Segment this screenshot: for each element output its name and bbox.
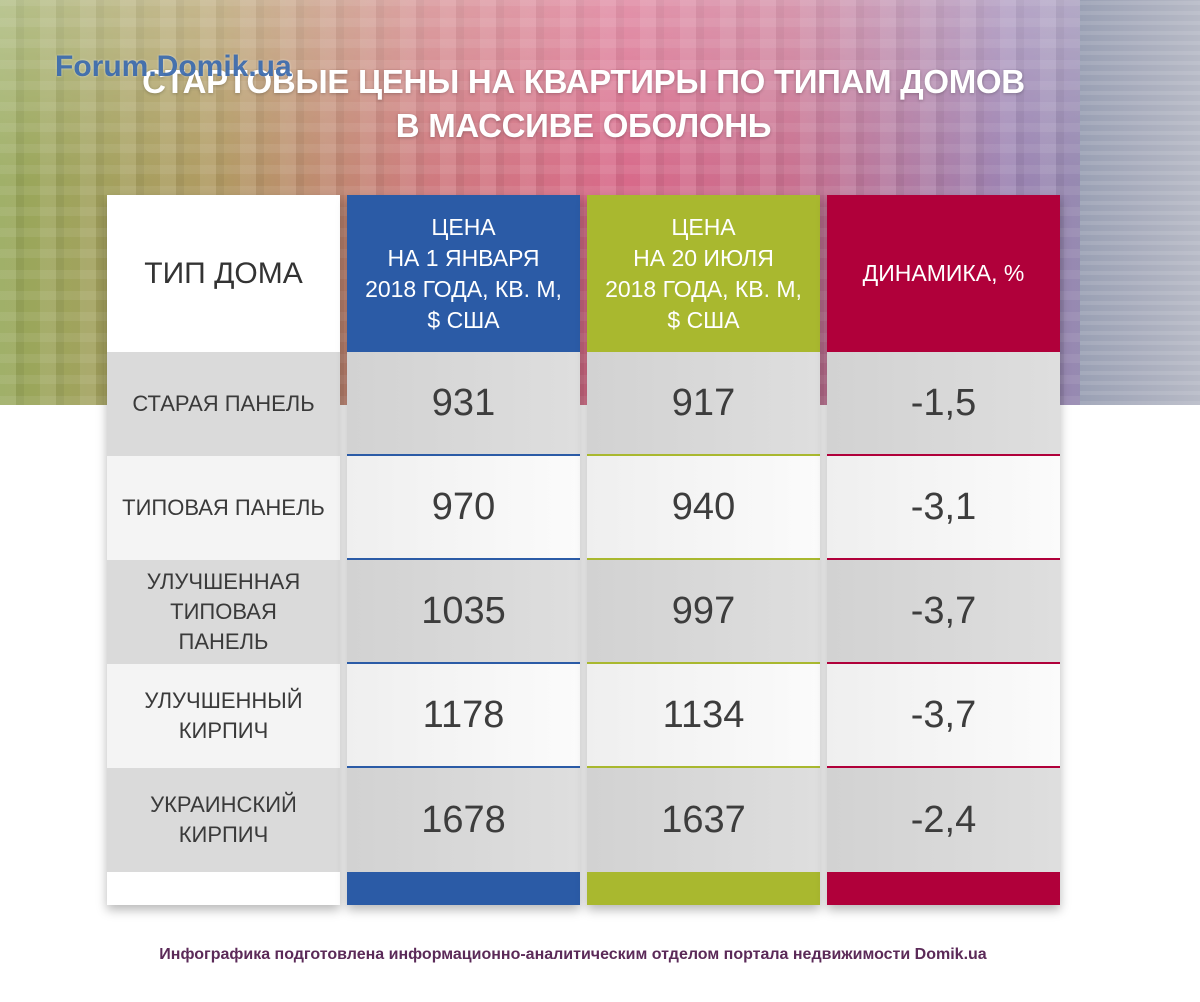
row-label-line: ПАНЕЛЬ xyxy=(178,629,269,654)
row-label: УЛУЧШЕННЫЙ КИРПИЧ xyxy=(144,686,302,746)
row-label-cell: ТИПОВАЯ ПАНЕЛЬ xyxy=(107,456,340,560)
price-jan-cell: 970 xyxy=(347,456,580,560)
column-footer-bar xyxy=(347,872,580,905)
dynamics-value: -1,5 xyxy=(910,382,977,424)
header-text: ЦЕНА НА 20 ИЮЛЯ 2018 ГОДА, КВ. М, $ США xyxy=(605,212,802,336)
row-label-line: ТИПОВАЯ xyxy=(170,599,277,624)
dynamics-value: -3,7 xyxy=(910,694,977,736)
header-price-jan: ЦЕНА НА 1 ЯНВАРЯ 2018 ГОДА, КВ. М, $ США xyxy=(347,195,580,352)
watermark: Forum.Domik.ua xyxy=(55,50,292,83)
price-jul-value: 940 xyxy=(671,486,736,528)
price-jul-cell: 940 xyxy=(587,456,820,560)
footer-credit: Инфографика подготовлена информационно-а… xyxy=(159,946,987,963)
dynamics-cell: -3,7 xyxy=(827,560,1060,664)
row-label-line: УКРАИНСКИЙ xyxy=(150,792,297,817)
row-label-line: УЛУЧШЕННАЯ xyxy=(146,569,301,594)
column-price-jan: ЦЕНА НА 1 ЯНВАРЯ 2018 ГОДА, КВ. М, $ США… xyxy=(347,195,580,905)
background-building xyxy=(1080,0,1200,405)
header-line: ЦЕНА xyxy=(431,213,496,240)
row-label: УЛУЧШЕННАЯ ТИПОВАЯ ПАНЕЛЬ xyxy=(147,567,301,657)
row-label-line: КИРПИЧ xyxy=(178,718,269,743)
dynamics-cell: -2,4 xyxy=(827,768,1060,872)
header-line: НА 1 ЯНВАРЯ xyxy=(387,244,540,271)
dynamics-cell: -3,7 xyxy=(827,664,1060,768)
header-line: 2018 ГОДА, КВ. М, xyxy=(365,275,562,302)
price-jul-value: 917 xyxy=(671,382,736,424)
title-line-1: СТАРТОВЫЕ ЦЕНЫ НА КВАРТИРЫ ПО ТИПАМ ДОМО… xyxy=(142,63,1025,100)
row-label: УКРАИНСКИЙ КИРПИЧ xyxy=(150,790,297,850)
title: СТАРТОВЫЕ ЦЕНЫ НА КВАРТИРЫ ПО ТИПАМ ДОМО… xyxy=(107,60,1060,148)
header-text: ЦЕНА НА 1 ЯНВАРЯ 2018 ГОДА, КВ. М, $ США xyxy=(365,212,562,336)
row-label-cell: УКРАИНСКИЙ КИРПИЧ xyxy=(107,768,340,872)
header-line: $ США xyxy=(427,306,500,333)
header-line: 2018 ГОДА, КВ. М, xyxy=(605,275,802,302)
price-jan-cell: 1678 xyxy=(347,768,580,872)
header-line: НА 20 ИЮЛЯ xyxy=(633,244,774,271)
row-label: ТИПОВАЯ ПАНЕЛЬ xyxy=(122,493,325,523)
column-footer-bar xyxy=(107,872,340,905)
title-line-2: В МАССИВЕ ОБОЛОНЬ xyxy=(395,107,772,144)
price-jul-value: 1637 xyxy=(661,799,746,841)
dynamics-cell: -3,1 xyxy=(827,456,1060,560)
price-jul-cell: 997 xyxy=(587,560,820,664)
header-line: ТИП ДОМА xyxy=(144,257,303,290)
row-label-cell: УЛУЧШЕННАЯ ТИПОВАЯ ПАНЕЛЬ xyxy=(107,560,340,664)
dynamics-value: -3,1 xyxy=(910,486,977,528)
header-line: ДИНАМИКА, % xyxy=(862,260,1025,286)
row-label-line: СТАРАЯ ПАНЕЛЬ xyxy=(132,391,315,416)
column-footer-bar xyxy=(587,872,820,905)
header-text: ДИНАМИКА, % xyxy=(863,258,1025,289)
row-label: СТАРАЯ ПАНЕЛЬ xyxy=(132,389,314,419)
column-house-type: ТИП ДОМА СТАРАЯ ПАНЕЛЬ ТИПОВАЯ ПАНЕЛЬ УЛ… xyxy=(107,195,340,905)
price-jan-cell: 931 xyxy=(347,352,580,456)
row-label-line: КИРПИЧ xyxy=(178,822,269,847)
price-jul-cell: 1134 xyxy=(587,664,820,768)
column-price-jul: ЦЕНА НА 20 ИЮЛЯ 2018 ГОДА, КВ. М, $ США … xyxy=(587,195,820,905)
price-jan-cell: 1035 xyxy=(347,560,580,664)
price-jan-value: 1178 xyxy=(422,694,505,736)
price-jul-cell: 917 xyxy=(587,352,820,456)
price-jan-value: 1035 xyxy=(421,590,506,632)
row-label-cell: УЛУЧШЕННЫЙ КИРПИЧ xyxy=(107,664,340,768)
price-jul-value: 1134 xyxy=(662,694,745,736)
price-jan-value: 931 xyxy=(431,382,496,424)
price-jul-value: 997 xyxy=(671,590,736,632)
dynamics-value: -3,7 xyxy=(910,590,977,632)
header-text: ТИП ДОМА xyxy=(144,258,302,289)
price-jan-value: 970 xyxy=(431,486,496,528)
row-label-line: УЛУЧШЕННЫЙ xyxy=(144,688,303,713)
dynamics-cell: -1,5 xyxy=(827,352,1060,456)
row-label-line: ТИПОВАЯ ПАНЕЛЬ xyxy=(122,495,325,520)
column-dynamics: ДИНАМИКА, % -1,5 -3,1 -3,7 -3,7 -2,4 xyxy=(827,195,1060,905)
price-jan-value: 1678 xyxy=(421,799,506,841)
price-jan-cell: 1178 xyxy=(347,664,580,768)
header-house-type: ТИП ДОМА xyxy=(107,195,340,352)
row-label-cell: СТАРАЯ ПАНЕЛЬ xyxy=(107,352,340,456)
header-price-jul: ЦЕНА НА 20 ИЮЛЯ 2018 ГОДА, КВ. М, $ США xyxy=(587,195,820,352)
header-dynamics: ДИНАМИКА, % xyxy=(827,195,1060,352)
header-line: ЦЕНА xyxy=(671,213,736,240)
column-footer-bar xyxy=(827,872,1060,905)
header-line: $ США xyxy=(667,306,740,333)
dynamics-value: -2,4 xyxy=(910,799,977,841)
price-jul-cell: 1637 xyxy=(587,768,820,872)
